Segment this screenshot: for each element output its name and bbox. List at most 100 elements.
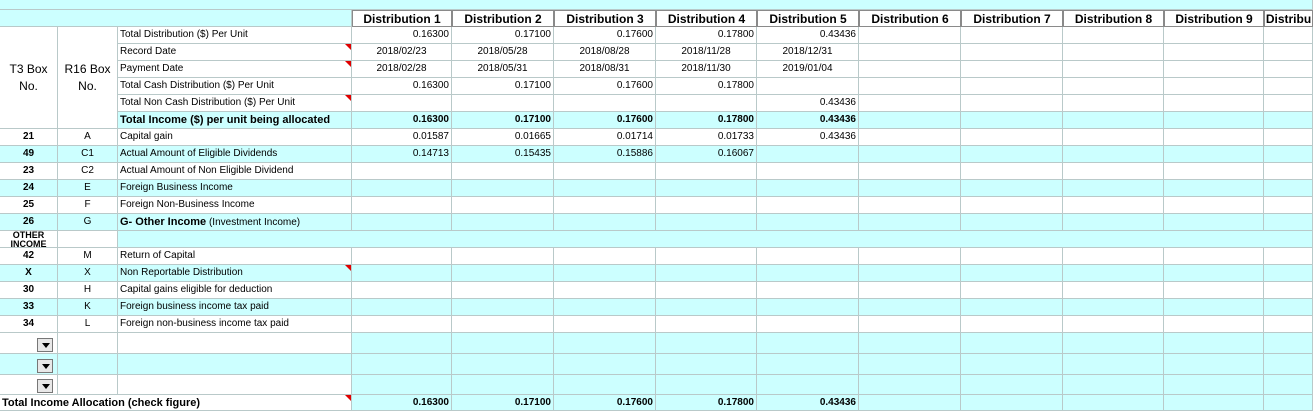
allocation-cell[interactable] xyxy=(1164,146,1264,163)
info-value-cell[interactable] xyxy=(961,27,1063,44)
allocation-cell[interactable] xyxy=(859,375,961,395)
allocation-cell[interactable] xyxy=(1164,129,1264,146)
distribution-header-9[interactable]: Distribution 9 xyxy=(1164,10,1264,27)
allocation-cell[interactable] xyxy=(859,354,961,375)
total-income-cell[interactable] xyxy=(1264,112,1313,129)
allocation-cell[interactable] xyxy=(452,180,554,197)
allocation-cell[interactable] xyxy=(1164,282,1264,299)
allocation-cell[interactable] xyxy=(554,299,656,316)
allocation-cell[interactable] xyxy=(961,265,1063,282)
allocation-cell[interactable] xyxy=(757,180,859,197)
allocation-cell[interactable] xyxy=(656,265,757,282)
allocation-cell[interactable] xyxy=(1264,197,1313,214)
allocation-cell[interactable] xyxy=(1164,180,1264,197)
allocation-cell[interactable] xyxy=(352,299,452,316)
allocation-cell[interactable] xyxy=(757,163,859,180)
info-value-cell[interactable] xyxy=(859,44,961,61)
allocation-cell[interactable] xyxy=(656,354,757,375)
allocation-cell[interactable] xyxy=(452,214,554,231)
custom-box-select[interactable] xyxy=(0,333,58,354)
info-value-cell[interactable] xyxy=(1063,95,1164,112)
total-income-cell[interactable]: 0.43436 xyxy=(757,112,859,129)
allocation-cell[interactable] xyxy=(656,180,757,197)
allocation-cell[interactable] xyxy=(554,375,656,395)
info-value-cell[interactable] xyxy=(1063,61,1164,78)
info-value-cell[interactable]: 0.17800 xyxy=(656,27,757,44)
info-value-cell[interactable]: 2019/01/04 xyxy=(757,61,859,78)
allocation-cell[interactable] xyxy=(859,316,961,333)
footer-total-cell[interactable] xyxy=(1164,395,1264,411)
allocation-cell[interactable] xyxy=(452,282,554,299)
allocation-cell[interactable] xyxy=(1164,197,1264,214)
allocation-cell[interactable] xyxy=(452,248,554,265)
footer-total-cell[interactable]: 0.17600 xyxy=(554,395,656,411)
info-value-cell[interactable] xyxy=(1164,61,1264,78)
custom-box-select[interactable] xyxy=(0,354,58,375)
allocation-cell[interactable] xyxy=(352,375,452,395)
allocation-cell[interactable]: 0.01714 xyxy=(554,129,656,146)
allocation-cell[interactable] xyxy=(757,282,859,299)
total-income-cell[interactable] xyxy=(859,112,961,129)
dropdown-arrow-icon[interactable] xyxy=(37,338,53,352)
allocation-cell[interactable] xyxy=(859,214,961,231)
info-value-cell[interactable] xyxy=(1164,44,1264,61)
allocation-cell[interactable] xyxy=(1264,316,1313,333)
allocation-cell[interactable] xyxy=(1063,146,1164,163)
allocation-cell[interactable] xyxy=(1264,333,1313,354)
allocation-cell[interactable]: 0.16067 xyxy=(656,146,757,163)
total-income-cell[interactable]: 0.17600 xyxy=(554,112,656,129)
allocation-cell[interactable] xyxy=(452,375,554,395)
info-value-cell[interactable] xyxy=(1264,27,1313,44)
total-income-cell[interactable] xyxy=(1063,112,1164,129)
allocation-cell[interactable] xyxy=(554,197,656,214)
allocation-cell[interactable] xyxy=(554,163,656,180)
allocation-cell[interactable] xyxy=(352,333,452,354)
allocation-cell[interactable]: 0.15886 xyxy=(554,146,656,163)
total-income-cell[interactable] xyxy=(1164,112,1264,129)
allocation-cell[interactable] xyxy=(757,354,859,375)
footer-total-cell[interactable]: 0.16300 xyxy=(352,395,452,411)
allocation-cell[interactable] xyxy=(757,248,859,265)
allocation-cell[interactable] xyxy=(656,282,757,299)
allocation-cell[interactable] xyxy=(1063,333,1164,354)
allocation-cell[interactable] xyxy=(757,265,859,282)
allocation-cell[interactable] xyxy=(1063,299,1164,316)
info-value-cell[interactable] xyxy=(961,95,1063,112)
allocation-cell[interactable]: 0.14713 xyxy=(352,146,452,163)
allocation-cell[interactable] xyxy=(1063,129,1164,146)
footer-total-cell[interactable] xyxy=(859,395,961,411)
info-value-cell[interactable]: 2018/05/28 xyxy=(452,44,554,61)
footer-total-cell[interactable] xyxy=(1063,395,1164,411)
allocation-cell[interactable]: 0.01665 xyxy=(452,129,554,146)
info-value-cell[interactable] xyxy=(1063,44,1164,61)
info-value-cell[interactable]: 0.17600 xyxy=(554,27,656,44)
allocation-cell[interactable] xyxy=(757,146,859,163)
allocation-cell[interactable] xyxy=(961,354,1063,375)
allocation-cell[interactable] xyxy=(961,197,1063,214)
info-value-cell[interactable] xyxy=(757,78,859,95)
comment-indicator[interactable] xyxy=(345,44,351,50)
info-value-cell[interactable]: 2018/11/30 xyxy=(656,61,757,78)
allocation-cell[interactable] xyxy=(352,265,452,282)
info-value-cell[interactable] xyxy=(961,78,1063,95)
allocation-cell[interactable] xyxy=(961,163,1063,180)
info-value-cell[interactable] xyxy=(859,95,961,112)
allocation-cell[interactable] xyxy=(859,299,961,316)
allocation-cell[interactable] xyxy=(757,316,859,333)
allocation-cell[interactable] xyxy=(1164,265,1264,282)
allocation-cell[interactable] xyxy=(757,197,859,214)
allocation-cell[interactable] xyxy=(554,214,656,231)
allocation-cell[interactable] xyxy=(1164,163,1264,180)
custom-label-cell[interactable] xyxy=(118,375,352,395)
allocation-cell[interactable] xyxy=(452,163,554,180)
footer-total-cell[interactable] xyxy=(1264,395,1313,411)
info-value-cell[interactable] xyxy=(1264,44,1313,61)
allocation-cell[interactable]: 0.43436 xyxy=(757,129,859,146)
allocation-cell[interactable] xyxy=(1164,354,1264,375)
info-value-cell[interactable] xyxy=(656,95,757,112)
info-value-cell[interactable]: 2018/11/28 xyxy=(656,44,757,61)
distribution-header-5[interactable]: Distribution 5 xyxy=(757,10,859,27)
info-value-cell[interactable] xyxy=(1264,61,1313,78)
allocation-cell[interactable]: 0.01733 xyxy=(656,129,757,146)
allocation-cell[interactable] xyxy=(1264,163,1313,180)
